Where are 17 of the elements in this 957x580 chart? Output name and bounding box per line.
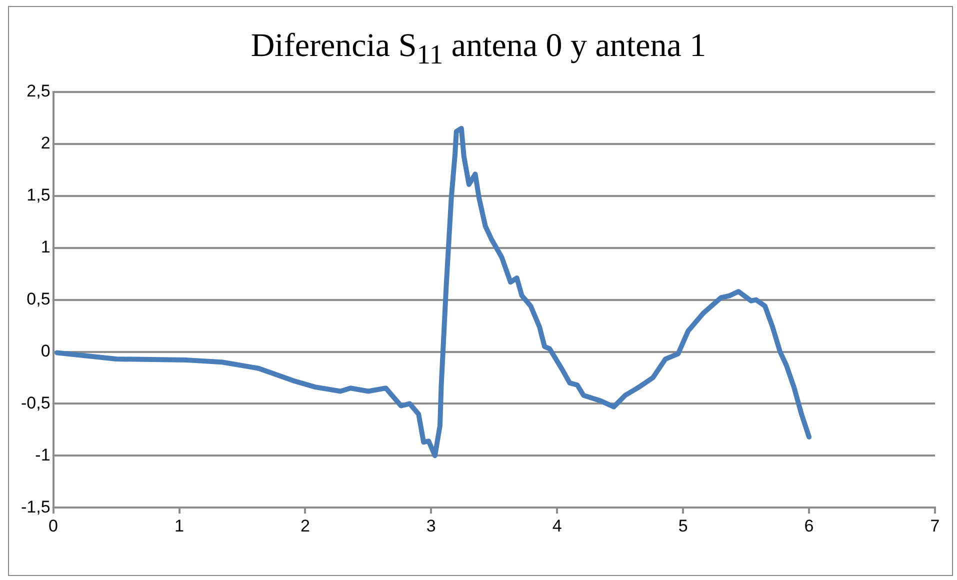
- y-tick-label: 2,5: [26, 82, 50, 101]
- x-tick-label: 6: [804, 516, 814, 536]
- y-tick-label: 0,5: [26, 289, 50, 308]
- y-tick-label: 0: [40, 341, 50, 360]
- x-tick-label: 5: [678, 516, 688, 536]
- y-tick-label: -1: [35, 445, 50, 464]
- x-tick-label: 4: [552, 516, 562, 536]
- y-tick-label: 1,5: [26, 186, 50, 205]
- x-tick-label: 1: [174, 516, 184, 536]
- x-tick-label: 3: [426, 516, 436, 536]
- chart-title: Diferencia S$_{11}$ antena 0 y antena 1: [250, 28, 708, 71]
- y-tick-label: -1,5: [20, 497, 50, 516]
- y-tick-label: 2: [40, 134, 50, 153]
- x-tick-label: 7: [930, 516, 940, 536]
- y-tick-label: -0,5: [20, 393, 50, 412]
- y-tick-label: 1: [40, 238, 50, 257]
- x-tick-label: 2: [300, 516, 310, 536]
